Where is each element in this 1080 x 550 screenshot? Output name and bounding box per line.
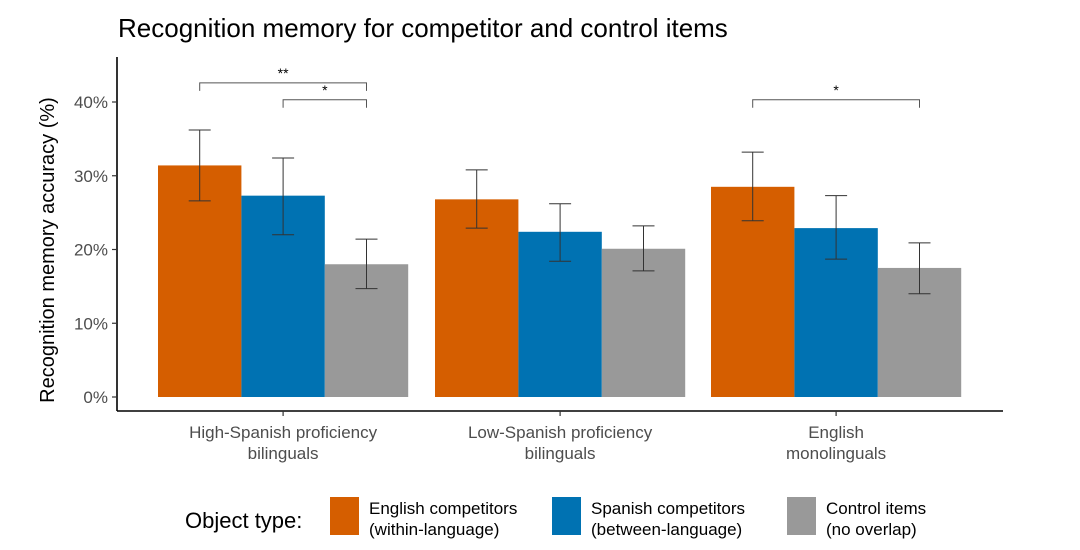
legend-label: (within-language) — [369, 520, 499, 539]
x-tick-label: English — [808, 423, 864, 442]
legend-swatch — [552, 497, 581, 535]
x-tick-label: High-Spanish proficiency — [189, 423, 378, 442]
significance-label: * — [833, 82, 839, 98]
chart-title: Recognition memory for competitor and co… — [118, 13, 728, 43]
legend-label: (no overlap) — [826, 520, 917, 539]
y-tick-label: 30% — [74, 167, 108, 186]
bar — [601, 248, 686, 397]
x-tick-label: bilinguals — [248, 444, 319, 463]
y-axis-label: Recognition memory accuracy (%) — [37, 97, 59, 403]
significance-bracket — [752, 99, 920, 108]
y-tick-label: 10% — [74, 314, 108, 333]
significance-bracket — [282, 99, 367, 108]
legend-label: English competitors — [369, 499, 517, 518]
legend-label: Control items — [826, 499, 926, 518]
y-tick-label: 20% — [74, 241, 108, 260]
legend-label: (between-language) — [591, 520, 742, 539]
y-tick-label: 0% — [83, 388, 108, 407]
x-tick-label: monolinguals — [786, 444, 886, 463]
x-tick-label: Low-Spanish proficiency — [468, 423, 653, 442]
bar — [158, 165, 242, 397]
bar — [435, 199, 519, 397]
y-tick-label: 40% — [74, 93, 108, 112]
significance-label: ** — [278, 65, 289, 81]
significance-bracket — [199, 82, 367, 91]
x-tick-label: bilinguals — [525, 444, 596, 463]
legend-swatch — [787, 497, 816, 535]
significance-label: * — [322, 82, 328, 98]
legend-title: Object type: — [185, 508, 302, 533]
bar — [711, 186, 795, 397]
legend-swatch — [330, 497, 359, 535]
legend-label: Spanish competitors — [591, 499, 745, 518]
